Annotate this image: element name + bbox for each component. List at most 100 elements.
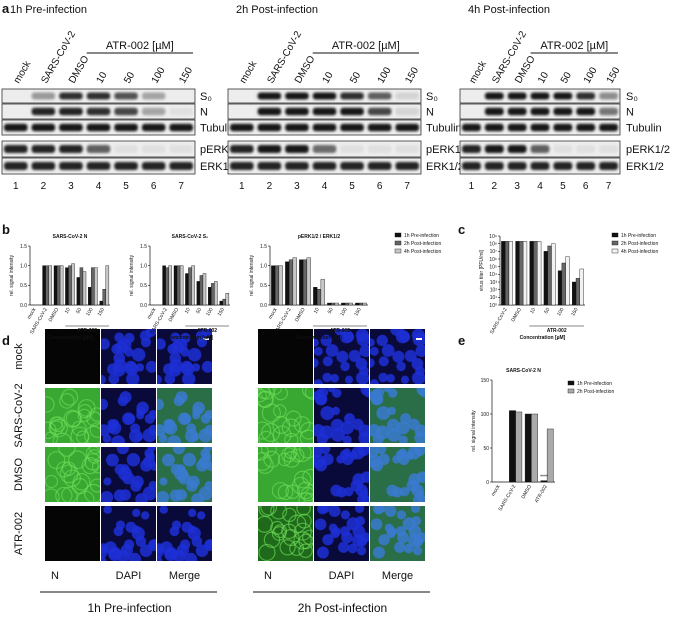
bar bbox=[48, 265, 52, 306]
micrograph bbox=[258, 388, 313, 443]
bar bbox=[557, 270, 563, 306]
nucleus bbox=[338, 541, 350, 553]
bar bbox=[196, 281, 201, 306]
lane-number: 2 bbox=[41, 181, 47, 192]
cell bbox=[45, 396, 55, 413]
panel-label: c bbox=[458, 222, 465, 237]
micrograph bbox=[314, 388, 369, 443]
x-tick-label: 100 bbox=[205, 307, 214, 317]
y-tick-label: 10⁸ bbox=[489, 241, 497, 247]
micrograph-content bbox=[45, 388, 100, 443]
nucleus bbox=[101, 398, 109, 411]
panel-label: e bbox=[458, 333, 465, 348]
nucleus bbox=[411, 516, 422, 526]
lane-number: 4 bbox=[537, 181, 543, 192]
legend-label: 2h Post-infection bbox=[577, 389, 614, 395]
band bbox=[169, 123, 193, 132]
x-tick-label: 100 bbox=[556, 307, 565, 317]
nucleus bbox=[370, 447, 379, 459]
cell bbox=[68, 450, 87, 470]
band bbox=[59, 162, 83, 170]
nucleus bbox=[356, 332, 369, 347]
legend-swatch bbox=[567, 388, 575, 394]
x-tick-label: ATR-002 bbox=[534, 484, 549, 504]
band bbox=[312, 107, 337, 116]
cell bbox=[71, 477, 89, 495]
cell bbox=[277, 484, 294, 501]
nucleus bbox=[201, 329, 212, 338]
micrograph bbox=[101, 329, 156, 384]
bar bbox=[306, 257, 311, 306]
bar bbox=[79, 267, 84, 306]
cell bbox=[87, 449, 100, 464]
nucleus bbox=[386, 373, 395, 383]
nucleus bbox=[325, 344, 339, 357]
band bbox=[141, 107, 166, 116]
micrograph bbox=[101, 447, 156, 502]
band bbox=[367, 123, 392, 132]
nucleus bbox=[164, 547, 178, 561]
group-label: 2h Post-infection bbox=[298, 601, 387, 615]
bar bbox=[551, 243, 556, 306]
lane-label: 100 bbox=[376, 65, 394, 85]
bar bbox=[341, 302, 346, 306]
nucleus bbox=[320, 334, 332, 347]
nucleus bbox=[101, 556, 107, 561]
nucleus bbox=[374, 388, 385, 398]
cell bbox=[268, 388, 282, 395]
band bbox=[31, 123, 56, 132]
micrograph-bg bbox=[258, 329, 313, 384]
bar bbox=[524, 413, 532, 483]
nucleus bbox=[336, 486, 347, 498]
band bbox=[86, 107, 111, 116]
micrograph-content bbox=[370, 388, 425, 443]
bar bbox=[59, 265, 64, 306]
row-label: pERK1/2 bbox=[426, 144, 470, 156]
band bbox=[285, 107, 309, 116]
bar bbox=[211, 283, 215, 306]
nucleus bbox=[176, 464, 186, 474]
chart-title: SARS-CoV-2 N bbox=[506, 368, 541, 374]
y-tick-label: 0 bbox=[486, 480, 489, 486]
cell bbox=[296, 481, 313, 500]
nucleus bbox=[347, 543, 358, 554]
bar bbox=[91, 267, 95, 306]
nucleus bbox=[175, 391, 188, 404]
row-label: ERK1/2 bbox=[426, 161, 464, 173]
micrograph-bg bbox=[45, 329, 100, 384]
y-tick-label: 0.5 bbox=[140, 283, 147, 289]
nucleus bbox=[356, 536, 368, 547]
bar bbox=[165, 267, 169, 306]
row-label: ERK1/2 bbox=[626, 161, 664, 173]
lane-label: mock bbox=[238, 58, 260, 85]
band bbox=[340, 123, 364, 132]
micrograph-content bbox=[101, 329, 156, 384]
band bbox=[31, 145, 56, 153]
nucleus bbox=[392, 350, 405, 363]
nucleus bbox=[101, 338, 110, 350]
micrograph bbox=[370, 329, 425, 384]
group-label: ATR-002 bbox=[197, 328, 217, 334]
micrograph bbox=[370, 506, 425, 561]
micrograph-content bbox=[45, 506, 100, 561]
nucleus bbox=[344, 413, 356, 425]
nucleus bbox=[108, 418, 120, 430]
bar bbox=[320, 279, 325, 306]
nucleus bbox=[180, 347, 190, 357]
row-label: Tubulin bbox=[626, 123, 662, 135]
bar bbox=[199, 275, 204, 306]
nucleus bbox=[157, 398, 165, 411]
nucleus bbox=[332, 388, 342, 398]
lane-label: mock bbox=[12, 58, 34, 85]
nucleus bbox=[322, 372, 332, 383]
band bbox=[507, 162, 527, 170]
cell bbox=[296, 506, 311, 516]
y-axis-label: rel. signal intensity bbox=[129, 254, 135, 296]
nucleus bbox=[113, 352, 126, 365]
nucleus bbox=[125, 362, 139, 376]
lane-number: 2 bbox=[267, 181, 273, 192]
x-tick-label: 150 bbox=[570, 307, 579, 317]
micrograph bbox=[157, 506, 212, 561]
lane-number: 4 bbox=[96, 181, 102, 192]
bar bbox=[274, 265, 280, 306]
